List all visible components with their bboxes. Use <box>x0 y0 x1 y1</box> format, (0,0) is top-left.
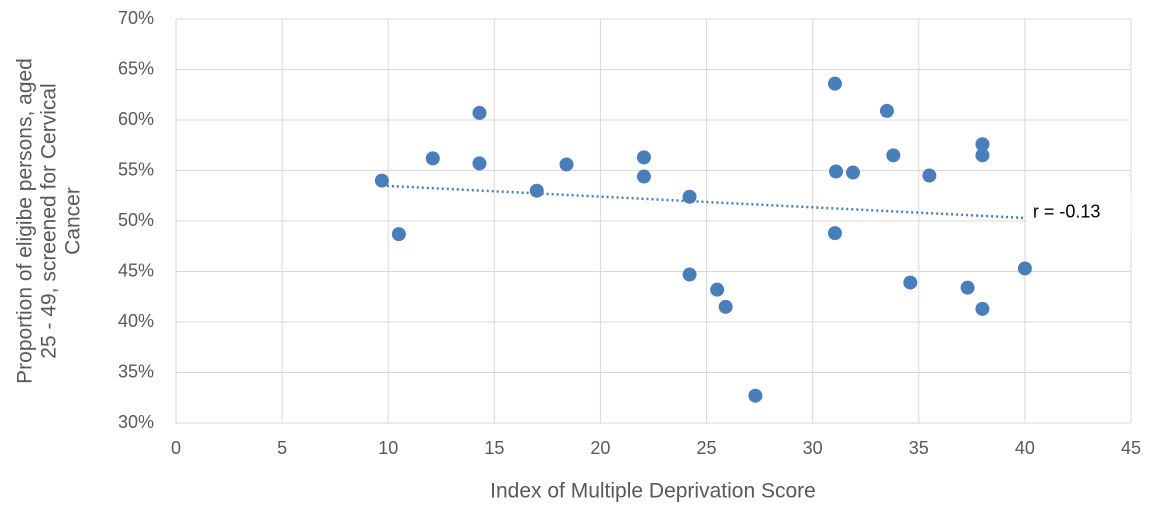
annotation-box <box>1026 189 1131 236</box>
x-tick-label: 5 <box>277 438 287 458</box>
x-tick-label: 20 <box>590 438 610 458</box>
y-tick-label: 45% <box>118 260 154 280</box>
y-tick-label: 55% <box>118 159 154 179</box>
x-tick-label: 15 <box>484 438 504 458</box>
x-tick-label: 10 <box>378 438 398 458</box>
x-tick-label: 35 <box>909 438 929 458</box>
x-tick-label: 40 <box>1015 438 1035 458</box>
x-tick-label: 0 <box>171 438 181 458</box>
y-tick-label: 65% <box>118 58 154 78</box>
point <box>682 267 697 282</box>
point <box>903 275 918 290</box>
point <box>636 169 651 184</box>
point <box>559 157 574 172</box>
trendline <box>381 184 1025 220</box>
point <box>827 76 842 91</box>
point <box>879 103 894 118</box>
point <box>886 148 901 163</box>
point <box>472 105 487 120</box>
point <box>827 226 842 241</box>
point <box>1017 261 1032 276</box>
point <box>975 148 990 163</box>
point <box>529 183 544 198</box>
point <box>636 150 651 165</box>
y-tick-label: 40% <box>118 311 154 331</box>
point <box>472 156 487 171</box>
point <box>682 189 697 204</box>
point <box>960 280 975 295</box>
y-tick-label: 60% <box>118 109 154 129</box>
x-tick-label: 30 <box>803 438 823 458</box>
point <box>374 173 389 188</box>
point <box>718 299 733 314</box>
point <box>922 168 937 183</box>
y-tick-label: 35% <box>118 361 154 381</box>
point <box>975 137 990 152</box>
y-tick-label: 70% <box>118 8 154 28</box>
point <box>425 151 440 166</box>
y-tick-label: 50% <box>118 210 154 230</box>
y-axis-title-line: Cancer <box>62 187 85 255</box>
point <box>845 165 860 180</box>
point <box>975 301 990 316</box>
x-tick-label: 45 <box>1121 438 1141 458</box>
point <box>391 227 406 242</box>
y-axis-title-line: 25 - 49, screened for Cervical <box>38 83 61 358</box>
x-axis-title: Index of Multiple Deprivation Score <box>490 480 816 503</box>
point <box>829 164 844 179</box>
point <box>748 388 763 403</box>
annotation: r = -0.13 <box>1033 202 1101 222</box>
y-axis-title: Proportion of eligibe persons, aged 25 -… <box>14 58 85 384</box>
y-axis-title-line: Proportion of eligibe persons, aged <box>14 58 37 384</box>
y-tick-label: 30% <box>118 412 154 432</box>
point <box>710 282 725 297</box>
x-tick-label: 25 <box>697 438 717 458</box>
